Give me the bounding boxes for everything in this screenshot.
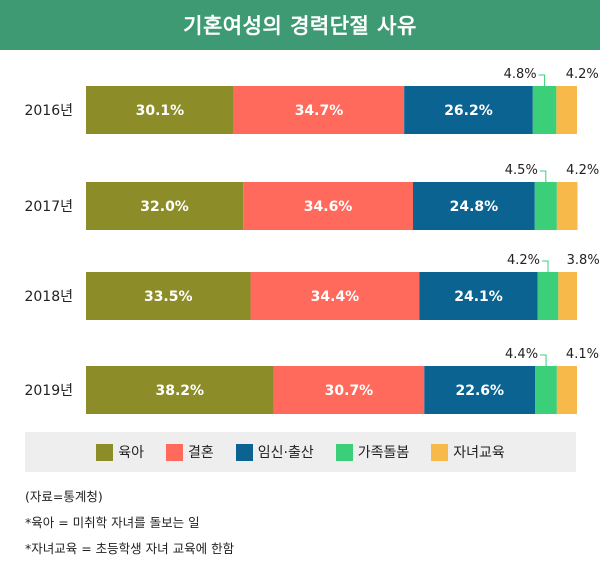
- data-label-family-care: 4.2%: [507, 253, 540, 268]
- leader-line-family-care: [538, 74, 546, 86]
- legend-label: 육아: [118, 445, 144, 461]
- legend-label: 임신·출산: [257, 445, 314, 461]
- data-label-child-education: 4.2%: [566, 163, 599, 178]
- chart-title: 기혼여성의 경력단절 사유: [0, 0, 600, 50]
- footnotes: (자료=통계청) *육아 = 미취학 자녀를 돌보는 일 *자녀교육 = 초등학…: [25, 484, 234, 562]
- data-label-marriage: 34.4%: [311, 289, 360, 305]
- legend-swatch: [431, 443, 449, 461]
- data-label-family-care: 4.5%: [505, 163, 538, 178]
- bar-segment-child-education: [556, 182, 578, 230]
- data-label-pregnancy-birth: 22.6%: [455, 383, 504, 399]
- data-label-pregnancy-birth: 26.2%: [444, 103, 493, 119]
- data-label-family-care: 4.8%: [504, 67, 537, 82]
- legend-label: 자녀교육: [453, 445, 505, 461]
- bar-segment-childcare: [86, 272, 251, 320]
- bar-segment-family-care: [532, 86, 557, 134]
- data-label-family-care: 4.4%: [505, 347, 538, 362]
- bar-segment-childcare: [86, 366, 274, 414]
- legend-item-marriage: 결혼: [165, 442, 214, 462]
- stacked-bar-chart: 2016년 30.1% 34.7% 26.2% 4.8% 4.2% 2017년 32.0% 34…: [24, 67, 600, 414]
- data-label-childcare: 32.0%: [140, 199, 189, 215]
- bar-segment-marriage: [273, 366, 425, 414]
- legend-item-child-education: 자녀교육: [431, 442, 505, 462]
- legend-label: 결혼: [187, 445, 214, 461]
- bar-segment-child-education: [558, 272, 577, 320]
- year-label: 2019년: [24, 383, 73, 399]
- bar-segment-family-care: [534, 182, 557, 230]
- data-label-pregnancy-birth: 24.1%: [454, 289, 503, 305]
- bar-segment-marriage: [250, 272, 420, 320]
- legend-swatch: [335, 443, 353, 461]
- leader-line-family-care: [542, 260, 549, 272]
- bar-segment-child-education: [556, 86, 577, 134]
- leader-line-family-care: [539, 170, 547, 182]
- legend-swatch: [96, 443, 114, 461]
- data-label-child-education: 4.1%: [566, 347, 599, 362]
- data-label-marriage: 34.6%: [304, 199, 353, 215]
- data-label-child-education: 3.8%: [567, 253, 600, 268]
- year-label: 2017년: [24, 199, 73, 215]
- bar-segment-family-care: [537, 272, 559, 320]
- legend-swatch: [165, 443, 183, 461]
- bar-segment-childcare: [86, 86, 234, 134]
- bar-segment-pregnancy-birth: [424, 366, 536, 414]
- education-definition-note: *자녀교육 = 초등학생 자녀 교육에 한함: [25, 541, 235, 556]
- bar-segment-pregnancy-birth: [413, 182, 535, 230]
- data-label-childcare: 33.5%: [144, 289, 193, 305]
- bar-segment-child-education: [556, 366, 577, 414]
- legend-item-pregnancy-birth: 임신·출산: [235, 442, 314, 462]
- bar-segment-marriage: [243, 182, 414, 230]
- bar-segment-family-care: [535, 366, 557, 414]
- data-label-childcare: 38.2%: [155, 383, 204, 399]
- bar-segment-childcare: [86, 182, 244, 230]
- legend-item-childcare: 육아: [96, 442, 144, 462]
- legend: 육아 결혼 임신·출산 가족돌봄 자녀교육: [25, 432, 576, 472]
- data-label-marriage: 34.7%: [295, 103, 344, 119]
- leader-line-family-care: [540, 354, 547, 366]
- data-label-childcare: 30.1%: [136, 103, 185, 119]
- data-label-pregnancy-birth: 24.8%: [450, 199, 499, 215]
- childcare-definition-note: *육아 = 미취학 자녀를 돌보는 일: [25, 515, 200, 530]
- data-label-marriage: 30.7%: [325, 383, 374, 399]
- legend-label: 가족돌봄: [357, 445, 410, 461]
- source-note: (자료=통계청): [25, 489, 103, 504]
- year-label: 2018년: [24, 289, 73, 305]
- bar-segment-marriage: [233, 86, 405, 134]
- bar-segment-pregnancy-birth: [404, 86, 533, 134]
- legend-swatch: [235, 443, 253, 461]
- bar-segment-pregnancy-birth: [419, 272, 538, 320]
- year-label: 2016년: [24, 103, 73, 119]
- legend-item-family-care: 가족돌봄: [335, 442, 410, 462]
- data-label-child-education: 4.2%: [566, 67, 599, 82]
